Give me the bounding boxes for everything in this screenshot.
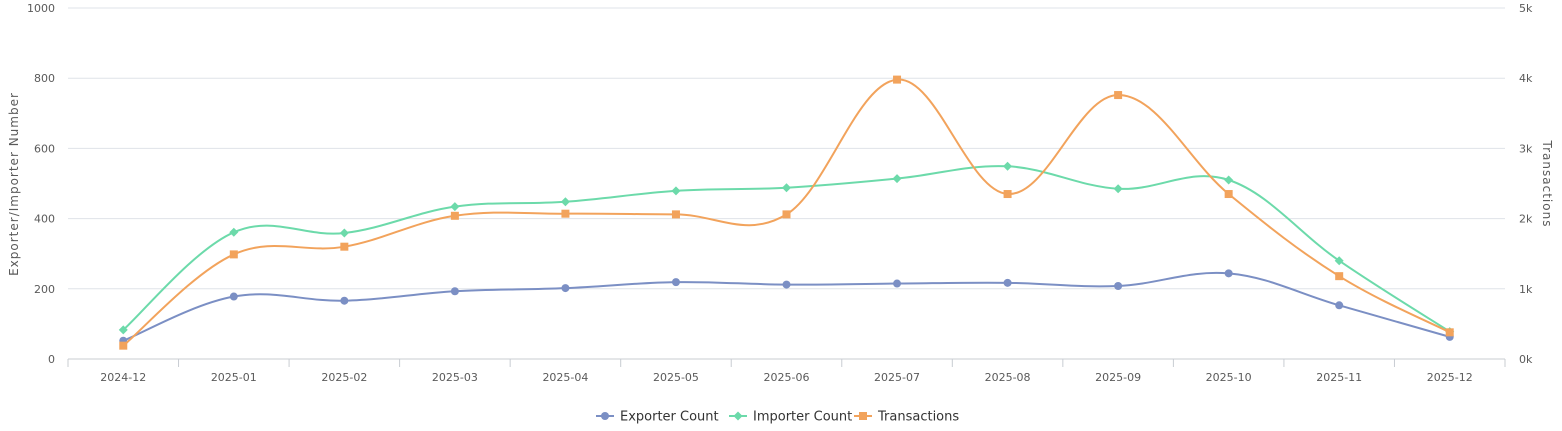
legend-item-transactions[interactable]: Transactions xyxy=(854,410,959,425)
x-tick-label: 2025-11 xyxy=(1316,371,1362,384)
data-point-importer-count[interactable] xyxy=(1113,184,1123,194)
data-point-exporter-count[interactable] xyxy=(1003,278,1012,287)
x-tick-label: 2025-03 xyxy=(432,371,478,384)
x-tick-label: 2025-01 xyxy=(211,371,257,384)
legend-item-exporter-count[interactable]: Exporter Count xyxy=(596,410,719,425)
data-point-exporter-count[interactable] xyxy=(1335,301,1344,310)
x-tick-label: 2025-09 xyxy=(1095,371,1141,384)
legend-marker-transactions[interactable] xyxy=(859,412,867,420)
x-tick-label: 2025-12 xyxy=(1427,371,1473,384)
data-point-importer-count[interactable] xyxy=(118,325,128,335)
legend-marker-exporter-count[interactable] xyxy=(601,412,609,420)
x-tick-label: 2024-12 xyxy=(100,371,146,384)
x-tick-label: 2025-05 xyxy=(653,371,699,384)
y-right-axis-title: Transactions xyxy=(1540,140,1554,228)
y-right-tick-label: 0k xyxy=(1519,353,1533,366)
data-point-importer-count[interactable] xyxy=(1003,161,1013,171)
data-point-importer-count[interactable] xyxy=(1334,256,1344,266)
data-point-transactions[interactable] xyxy=(1224,190,1233,199)
data-point-exporter-count[interactable] xyxy=(229,292,238,301)
y-left-tick-labels: 0 200 400 600 800 1000 xyxy=(27,2,55,366)
data-point-importer-count[interactable] xyxy=(1224,175,1234,185)
data-point-importer-count[interactable] xyxy=(782,183,791,193)
data-point-exporter-count[interactable] xyxy=(1114,281,1123,290)
data-point-exporter-count[interactable] xyxy=(561,284,570,293)
x-tick-label: 2025-07 xyxy=(874,371,920,384)
y-left-tick-label: 600 xyxy=(34,142,55,155)
y-right-tick-labels: 0k 1k 2k 3k 4k 5k xyxy=(1519,2,1533,366)
y-left-axis-title: Exporter/Importer Number xyxy=(7,92,21,276)
data-point-exporter-count[interactable] xyxy=(1224,269,1233,278)
data-point-transactions[interactable] xyxy=(340,242,349,251)
data-point-importer-count[interactable] xyxy=(560,197,570,207)
data-point-exporter-count[interactable] xyxy=(893,279,902,288)
series-transactions xyxy=(119,75,1454,350)
data-point-transactions[interactable] xyxy=(119,341,128,350)
data-point-transactions[interactable] xyxy=(1445,328,1454,337)
data-point-exporter-count[interactable] xyxy=(782,280,791,289)
gridlines xyxy=(68,7,1505,290)
x-tick-label: 2025-08 xyxy=(985,371,1031,384)
data-point-importer-count[interactable] xyxy=(339,228,349,238)
x-tick-label: 2025-10 xyxy=(1206,371,1252,384)
y-left-tick-label: 0 xyxy=(48,353,55,366)
x-tick-label: 2025-02 xyxy=(321,371,367,384)
data-point-transactions[interactable] xyxy=(1003,190,1012,199)
data-point-importer-count[interactable] xyxy=(671,186,681,196)
data-point-importer-count[interactable] xyxy=(892,174,902,184)
legend[interactable]: Exporter Count Importer Count Transactions xyxy=(596,410,959,425)
data-point-transactions[interactable] xyxy=(1335,272,1344,281)
legend-marker-importer-count[interactable] xyxy=(733,411,743,421)
data-point-transactions[interactable] xyxy=(450,211,459,220)
y-right-tick-label: 3k xyxy=(1519,142,1533,155)
data-point-exporter-count[interactable] xyxy=(340,296,349,305)
legend-label: Importer Count xyxy=(753,410,852,425)
data-point-transactions[interactable] xyxy=(782,210,791,219)
series-layer xyxy=(118,75,1455,350)
y-right-tick-label: 4k xyxy=(1519,72,1533,85)
x-tick-label: 2025-06 xyxy=(764,371,810,384)
series-exporter-count xyxy=(119,269,1454,345)
data-point-importer-count[interactable] xyxy=(229,227,239,237)
legend-item-importer-count[interactable]: Importer Count xyxy=(729,410,852,425)
data-point-transactions[interactable] xyxy=(671,210,680,219)
data-point-exporter-count[interactable] xyxy=(450,287,459,296)
y-right-tick-label: 2k xyxy=(1519,213,1533,226)
data-point-exporter-count[interactable] xyxy=(671,278,680,287)
y-right-tick-label: 5k xyxy=(1519,2,1533,15)
legend-label: Transactions xyxy=(877,410,959,425)
legend-label: Exporter Count xyxy=(620,410,719,425)
y-left-tick-label: 1000 xyxy=(27,2,55,15)
x-tick-label: 2025-04 xyxy=(542,371,588,384)
data-point-transactions[interactable] xyxy=(1114,91,1123,100)
data-point-transactions[interactable] xyxy=(561,209,570,218)
data-point-importer-count[interactable] xyxy=(450,202,460,212)
data-point-transactions[interactable] xyxy=(229,250,238,259)
y-left-tick-label: 800 xyxy=(34,72,55,85)
y-right-tick-label: 1k xyxy=(1519,283,1533,296)
y-left-tick-label: 400 xyxy=(34,213,55,226)
data-point-transactions[interactable] xyxy=(893,75,902,84)
x-tick-labels: 2024-12 2025-01 2025-02 2025-03 2025-04 2025-… xyxy=(67,359,1506,384)
y-left-tick-label: 200 xyxy=(34,283,55,296)
